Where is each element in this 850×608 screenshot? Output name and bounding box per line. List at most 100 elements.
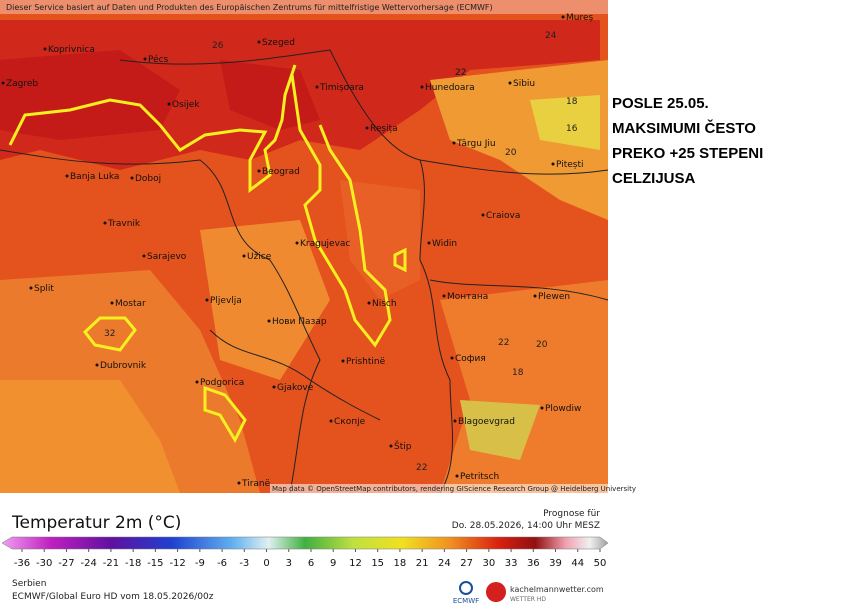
city-dot	[29, 286, 33, 290]
colorbar-tick-label: -21	[103, 558, 119, 569]
city-dot	[167, 102, 171, 106]
city-dot	[43, 47, 47, 51]
city-label: Sibiu	[513, 79, 535, 89]
contour-label: 16	[566, 124, 578, 134]
city-dot	[272, 385, 276, 389]
map: Dieser Service basiert auf Daten und Pro…	[0, 0, 636, 494]
city-dot	[242, 254, 246, 258]
city-label: Монтана	[447, 292, 488, 302]
city-label: Plewen	[538, 292, 570, 302]
colorbar-tick-label: 39	[549, 558, 562, 569]
colorbar-tick-label: -30	[36, 558, 52, 569]
city-label: Osijek	[172, 100, 200, 110]
city-dot	[267, 319, 271, 323]
city-label: Nisch	[372, 299, 397, 309]
contour-label: 18	[566, 97, 578, 107]
colorbar-tick-label: -15	[147, 558, 163, 569]
colorbar-tick-label: -24	[81, 558, 97, 569]
city-dot	[65, 174, 69, 178]
city-dot	[420, 85, 424, 89]
city-dot	[95, 363, 99, 367]
city-label: Pitești	[556, 160, 584, 170]
colorbar-tick-label: 30	[482, 558, 495, 569]
colorbar-tick-label: 33	[505, 558, 518, 569]
contour-label: 22	[455, 68, 466, 78]
city-label: Timișoara	[319, 83, 364, 93]
city-label: Hunedoara	[425, 83, 475, 93]
city-label: Beograd	[262, 167, 300, 177]
legend: Temperatur 2m (°C) Prognose für Do. 28.0…	[1, 509, 609, 605]
city-dot	[103, 221, 107, 225]
colorbar-tick-label: 0	[263, 558, 269, 569]
city-label: Mostar	[115, 299, 146, 309]
forecast-time: Do. 28.05.2026, 14:00 Uhr MESZ	[452, 521, 600, 531]
colorbar-tick-label: 36	[527, 558, 540, 569]
forecast-label: Prognose für	[543, 509, 600, 519]
city-label: Štip	[394, 440, 412, 452]
model-run: ECMWF/Global Euro HD vom 18.05.2026/00z	[12, 592, 214, 602]
city-dot	[257, 169, 261, 173]
city-dot	[452, 141, 456, 145]
colorbar-tick-label: -18	[125, 558, 141, 569]
city-label: Dubrovnik	[100, 361, 147, 371]
contour-label: 32	[104, 329, 115, 339]
annotation: POSLE 25.05. MAKSIMUMI ČESTO PREKO +25 S…	[612, 95, 763, 187]
city-label: Blagoevgrad	[458, 417, 515, 427]
city-dot	[295, 241, 299, 245]
contour-label: 18	[512, 368, 524, 378]
annotation-line: CELZIJUSA	[612, 170, 696, 187]
city-label: Widin	[432, 239, 457, 249]
colorbar-tick-label: -36	[14, 558, 30, 569]
city-dot	[389, 444, 393, 448]
city-dot	[561, 15, 565, 19]
colorbar-tick-label: 24	[438, 558, 451, 569]
city-label: Travnik	[107, 219, 141, 229]
city-dot	[508, 81, 512, 85]
colorbar-tick-label: -9	[195, 558, 205, 569]
contour-label: 20	[536, 340, 548, 350]
city-label: Craiova	[486, 211, 520, 221]
ecmwf-logo	[459, 581, 473, 595]
contour-label: 20	[505, 148, 517, 158]
city-label: София	[455, 354, 486, 364]
city-dot	[540, 406, 544, 410]
city-dot	[315, 85, 319, 89]
city-dot	[450, 356, 454, 360]
contour-label: 24	[545, 31, 557, 41]
city-label: Târgu Jiu	[456, 139, 496, 149]
city-label: Podgorica	[200, 378, 244, 388]
city-label: Gjakove	[277, 383, 314, 393]
city-dot	[142, 254, 146, 258]
colorbar-tick-label: 21	[416, 558, 429, 569]
colorbar-tick-label: 18	[394, 558, 407, 569]
city-dot	[237, 481, 241, 485]
annotation-line: PREKO +25 STEPENI	[612, 145, 763, 162]
city-dot	[551, 162, 555, 166]
city-dot	[481, 213, 485, 217]
city-label: Kragujevac	[300, 239, 350, 249]
city-dot	[533, 294, 537, 298]
city-label: Koprivnica	[48, 45, 95, 55]
colorbar-tick-label: 6	[308, 558, 314, 569]
colorbar-tick-label: 15	[371, 558, 384, 569]
city-dot	[427, 241, 431, 245]
city-dot	[365, 126, 369, 130]
city-dot	[453, 419, 457, 423]
city-label: Zagreb	[6, 79, 38, 89]
service-notice: Dieser Service basiert auf Daten und Pro…	[6, 3, 493, 12]
city-dot	[110, 301, 114, 305]
city-label: Užice	[247, 252, 272, 262]
contour-label: 22	[498, 338, 509, 348]
city-label: Plowdiw	[545, 404, 581, 414]
colorbar-tick-label: 9	[330, 558, 336, 569]
city-label: Doboj	[135, 174, 161, 184]
colorbar-tick-label: 50	[594, 558, 607, 569]
colorbar	[1, 536, 609, 550]
colorbar-tick-label: 3	[286, 558, 292, 569]
contour-label: 22	[416, 463, 427, 473]
city-label: Reșița	[370, 124, 398, 134]
colorbar-tick-label: -3	[239, 558, 249, 569]
city-dot	[367, 301, 371, 305]
region: Serbien	[12, 579, 46, 589]
